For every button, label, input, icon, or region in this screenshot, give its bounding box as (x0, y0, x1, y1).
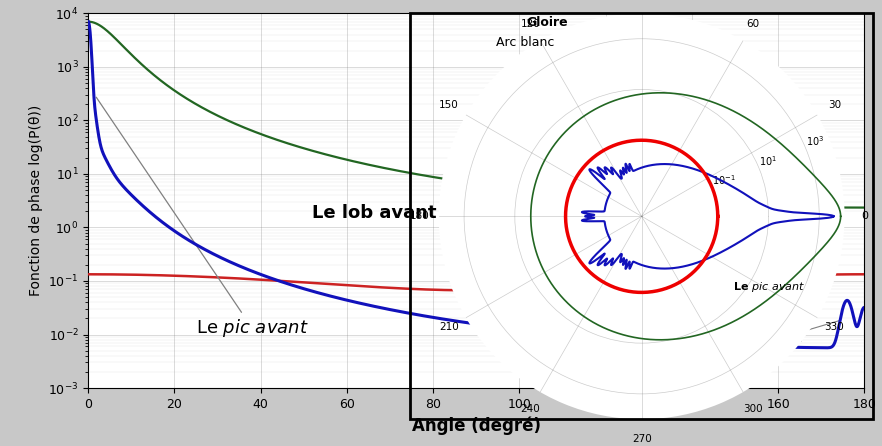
Text: Le lob avant: Le lob avant (312, 204, 437, 222)
X-axis label: Angle (degré): Angle (degré) (412, 416, 541, 435)
Text: Gloire: Gloire (526, 16, 568, 29)
Text: Arc blanc: Arc blanc (536, 336, 609, 361)
Text: 0: 0 (862, 211, 869, 221)
Text: Gloire: Gloire (757, 320, 841, 345)
Text: Le $\bf{\it{pic\ avant}}$: Le $\bf{\it{pic\ avant}}$ (96, 97, 309, 339)
Y-axis label: Fonction de phase log(P(θ)): Fonction de phase log(P(θ)) (29, 105, 42, 296)
Text: Le $\bf{\it{pic\ avant}}$: Le $\bf{\it{pic\ avant}}$ (733, 280, 805, 294)
Text: Arc blanc: Arc blanc (496, 36, 554, 49)
